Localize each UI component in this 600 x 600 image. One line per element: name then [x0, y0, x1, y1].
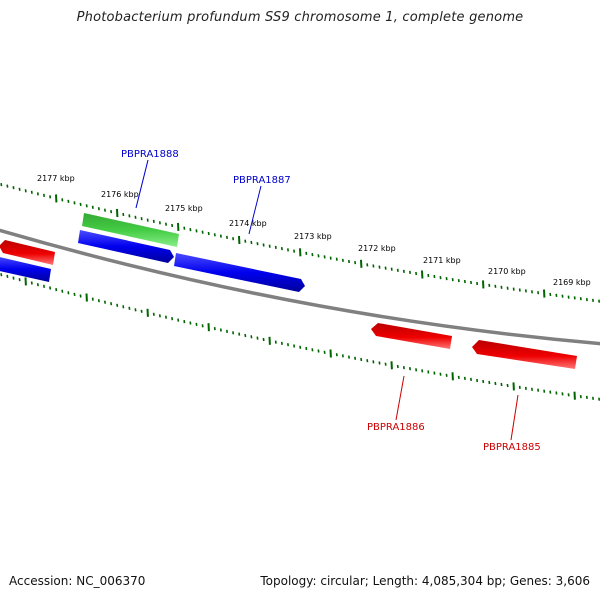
gene-pbpra1885[interactable] — [472, 340, 577, 369]
gene-label-pbpra1886[interactable]: PBPRA1886 — [367, 422, 425, 433]
accession-footer: Accession: NC_006370 — [9, 574, 145, 588]
scale-label-2176: 2176 kbp — [101, 190, 139, 199]
scale-label-2175: 2175 kbp — [165, 204, 203, 213]
scale-label-2173: 2173 kbp — [294, 232, 332, 241]
gene-pbpra1888-green[interactable] — [82, 213, 179, 247]
gene-pbpra1887[interactable] — [174, 253, 305, 292]
scale-label-2172: 2172 kbp — [358, 244, 396, 253]
outer-scale-ticks — [0, 182, 600, 303]
label-leader-pbpra1885 — [510, 394, 519, 441]
label-leader-pbpra1886 — [395, 375, 405, 421]
scale-label-2177: 2177 kbp — [37, 174, 75, 183]
scale-label-2169: 2169 kbp — [553, 278, 591, 287]
label-leader-pbpra1888 — [135, 159, 149, 209]
forward-strand-genes — [0, 213, 305, 292]
scale-labels: 2177 kbp 2176 kbp 2175 kbp 2174 kbp 2173… — [37, 174, 591, 287]
gene-label-pbpra1887[interactable]: PBPRA1887 — [233, 175, 291, 186]
gene-labels: PBPRA1888 PBPRA1887 PBPRA1886 PBPRA1885 — [121, 149, 541, 453]
accession-label: Accession: — [9, 574, 73, 588]
gene-left-blue[interactable] — [0, 256, 51, 282]
genome-summary-footer: Topology: circular; Length: 4,085,304 bp… — [260, 574, 590, 588]
gene-pbpra1886[interactable] — [371, 323, 452, 349]
gene-label-pbpra1885[interactable]: PBPRA1885 — [483, 442, 541, 453]
scale-label-2171: 2171 kbp — [423, 256, 461, 265]
gene-left-red[interactable] — [0, 240, 55, 265]
reverse-strand-genes — [0, 240, 577, 369]
genome-backbone — [0, 228, 600, 346]
map-title: Photobacterium profundum SS9 chromosome … — [76, 10, 524, 25]
gene-label-pbpra1888[interactable]: PBPRA1888 — [121, 149, 179, 160]
scale-label-2170: 2170 kbp — [488, 267, 526, 276]
inner-scale-ticks — [0, 273, 600, 401]
accession-value: NC_006370 — [76, 574, 146, 588]
label-leader-pbpra1887 — [248, 185, 262, 235]
scale-label-2174: 2174 kbp — [229, 219, 267, 228]
gene-pbpra1888-blue[interactable] — [78, 230, 174, 263]
